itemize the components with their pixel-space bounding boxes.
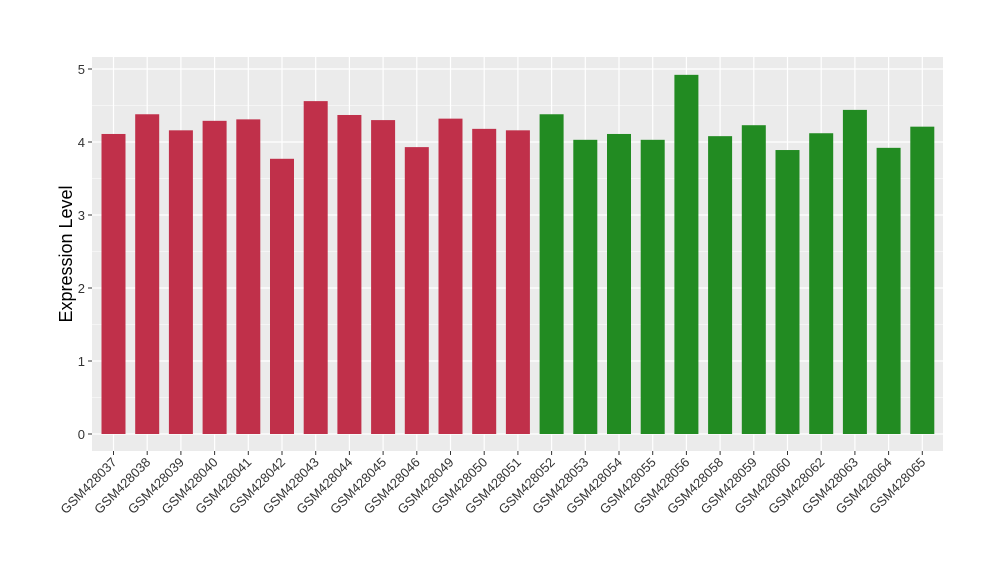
bar-GSM428049 [438,118,463,434]
y-tick-label: 5 [78,62,85,77]
bar-GSM428059 [741,125,766,435]
x-axis: GSM428037GSM428038GSM428039GSM428040GSM4… [57,451,928,517]
bar-GSM428063 [842,109,867,434]
bar-GSM428055 [640,139,665,434]
y-tick-label: 0 [78,427,85,442]
bar-GSM428064 [876,147,901,434]
bar-GSM428050 [472,128,497,435]
y-axis-title: Expression Level [56,185,76,322]
bar-GSM428065 [910,126,935,435]
y-tick-label: 1 [78,354,85,369]
bar-GSM428040 [202,120,227,434]
bar-GSM428060 [775,150,800,434]
bar-GSM428046 [404,147,429,435]
bar-GSM428043 [303,101,328,435]
bar-GSM428039 [168,130,193,434]
bar-GSM428037 [101,133,126,434]
bar-GSM428062 [809,133,834,435]
bar-GSM428052 [539,114,564,434]
bar-GSM428058 [708,136,733,434]
bar-GSM428045 [371,120,396,434]
bar-GSM428041 [236,119,261,435]
bar-GSM428051 [505,130,530,434]
y-tick-label: 4 [78,135,85,150]
bars [101,74,935,435]
bar-GSM428042 [270,158,294,435]
bar-GSM428054 [607,133,631,434]
bar-GSM428053 [573,139,598,434]
bar-GSM428044 [337,114,362,435]
y-tick-label: 2 [78,281,85,296]
bar-GSM428056 [674,74,699,434]
y-axis: 0 1 2 3 4 5 [78,62,92,442]
y-tick-label: 3 [78,208,85,223]
bar-GSM428038 [135,114,160,434]
